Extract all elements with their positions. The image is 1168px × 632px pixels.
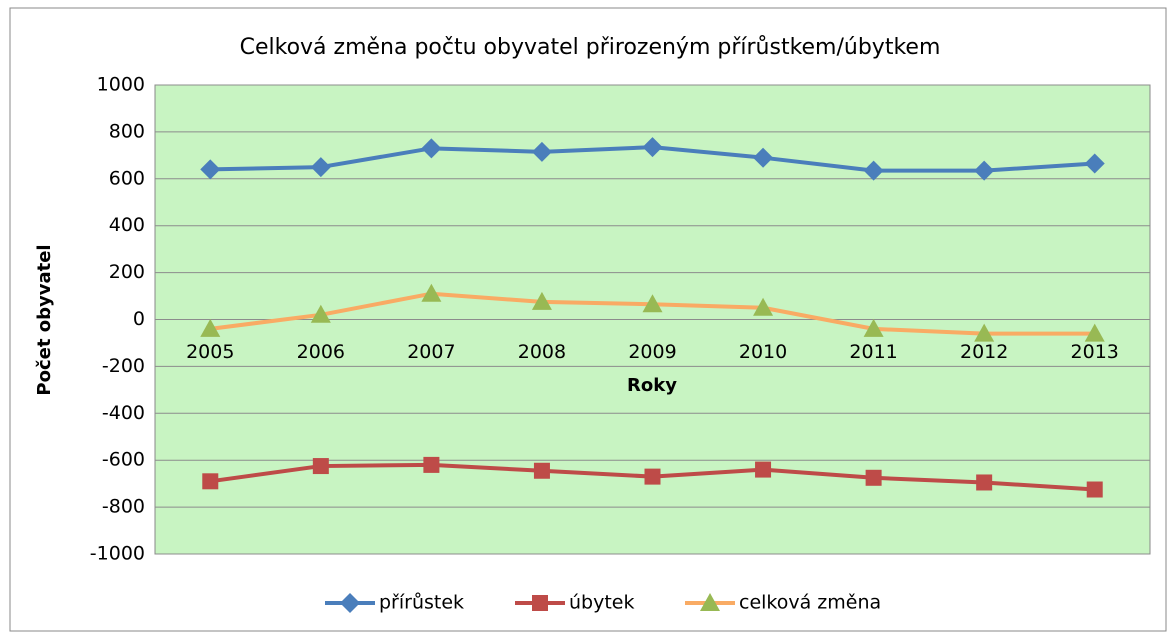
x-tick-label: 2009 xyxy=(628,341,676,363)
marker xyxy=(974,160,995,181)
marker xyxy=(865,469,882,486)
y-tick-label: 600 xyxy=(109,167,145,189)
marker xyxy=(1084,153,1105,174)
legend-label: úbytek xyxy=(569,592,635,614)
x-tick-label: 2010 xyxy=(739,341,787,363)
marker xyxy=(753,147,774,168)
y-tick-label: 200 xyxy=(109,261,145,283)
x-axis-title: Roky xyxy=(627,375,677,396)
y-tick-label: -600 xyxy=(102,449,145,471)
marker xyxy=(421,138,442,159)
marker xyxy=(202,473,219,490)
marker xyxy=(1084,323,1105,342)
marker xyxy=(642,137,663,158)
marker xyxy=(531,291,552,310)
marker xyxy=(423,456,440,473)
y-tick-label: -200 xyxy=(102,355,145,377)
legend-marker xyxy=(700,593,720,611)
marker xyxy=(976,474,993,491)
marker xyxy=(200,159,221,180)
legend-label: přírůstek xyxy=(379,592,464,614)
marker xyxy=(642,294,663,313)
marker xyxy=(421,283,442,302)
marker xyxy=(310,304,331,323)
marker xyxy=(974,323,995,342)
x-tick-label: 2007 xyxy=(407,341,455,363)
marker xyxy=(753,297,774,316)
y-tick-label: 1000 xyxy=(97,74,145,96)
marker xyxy=(533,462,550,479)
marker xyxy=(200,318,221,337)
y-tick-label: -800 xyxy=(102,496,145,518)
y-tick-label: 400 xyxy=(109,214,145,236)
y-tick-label: 0 xyxy=(133,308,145,330)
legend-label: celková změna xyxy=(739,592,881,614)
x-tick-label: 2013 xyxy=(1071,341,1119,363)
y-tick-label: -1000 xyxy=(90,543,145,565)
x-tick-label: 2011 xyxy=(849,341,897,363)
marker xyxy=(531,141,552,162)
x-tick-label: 2006 xyxy=(297,341,345,363)
marker xyxy=(863,160,884,181)
marker xyxy=(644,468,661,485)
x-tick-label: 2005 xyxy=(186,341,234,363)
legend-marker xyxy=(532,595,548,611)
marker xyxy=(310,157,331,178)
x-tick-label: 2008 xyxy=(518,341,566,363)
y-tick-label: 800 xyxy=(109,120,145,142)
y-axis-title: Počet obyvatel xyxy=(34,244,55,395)
marker xyxy=(312,458,329,475)
marker xyxy=(863,318,884,337)
legend-marker xyxy=(340,593,360,613)
x-tick-label: 2012 xyxy=(960,341,1008,363)
marker xyxy=(755,461,772,478)
marker xyxy=(1086,481,1103,498)
chart-title: Celková změna počtu obyvatel přirozeným … xyxy=(240,35,941,60)
y-tick-label: -400 xyxy=(102,402,145,424)
